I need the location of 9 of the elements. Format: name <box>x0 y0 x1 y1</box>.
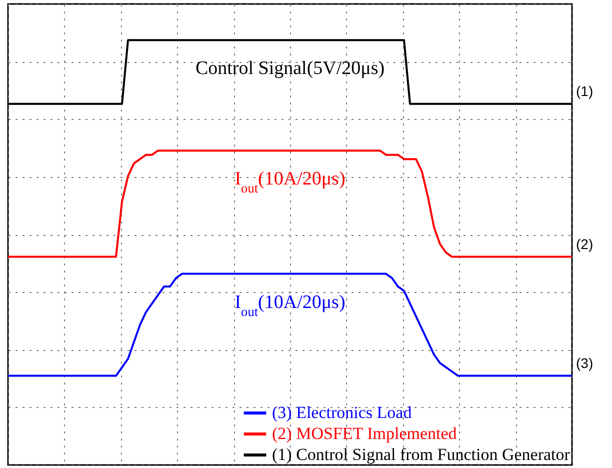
text: (1) <box>576 82 594 99</box>
text: (2) <box>576 236 594 252</box>
text: (3) <box>576 354 594 371</box>
legend-label: (3) Electronics Load <box>272 403 412 422</box>
annotation: I$_{out}$(10A/20μs) <box>234 292 346 318</box>
legend-label: (2) MOSFET Implemented <box>272 424 458 443</box>
annotation: Control Signal(5V/20μs) <box>195 58 385 80</box>
annotation: I$_{out}$(10A/20μs) <box>234 168 346 196</box>
legend-label: (1) Control Signal from Function Generator <box>272 445 570 464</box>
